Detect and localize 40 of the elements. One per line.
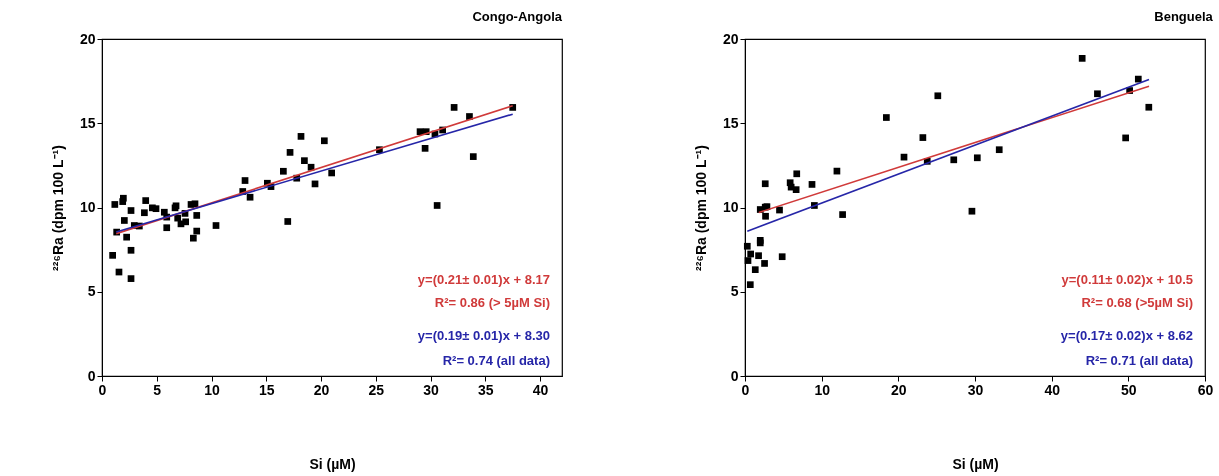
y-tick-label: 0 [87,367,96,384]
x-tick-label: 20 [891,381,907,398]
y-tick-label: 5 [87,283,96,300]
x-tick-label: 35 [478,381,494,398]
annotation: y=(0.17± 0.02)x + 8.62 [1060,328,1193,343]
x-tick-label: 5 [153,381,162,398]
x-tick-label: 40 [1044,381,1061,398]
x-tick-label: 0 [741,381,750,398]
annotation: R²= 0.86 (> 5µM Si) [434,295,550,310]
x-tick-label: 50 [1121,381,1137,398]
y-tick-label: 15 [79,114,96,131]
x-tick-label: 60 [1197,381,1214,398]
x-tick-label: 10 [204,381,221,398]
chart-title: Benguela [1154,9,1214,24]
y-tick-label: 10 [79,199,96,215]
x-tick-label: 40 [532,381,549,398]
annotation: y=(0.21± 0.01)x + 8.17 [417,272,550,287]
y-tick-label: 20 [79,30,96,47]
y-tick-label: 0 [730,367,739,384]
y-tick-label: 10 [722,199,739,215]
y-axis-title: ²²⁶Ra (dpm 100 L⁻¹) [692,145,709,271]
y-tick-label: 20 [722,30,739,47]
annotation: y=(0.19± 0.01)x + 8.30 [417,328,550,343]
x-axis-title: Si (µM) [309,455,356,472]
x-tick-label: 30 [967,381,984,398]
x-tick-label: 15 [259,381,275,398]
y-tick-label: 15 [722,114,739,131]
x-tick-label: 30 [423,381,440,398]
x-tick-label: 20 [313,381,330,398]
chart-title: Congo-Angola [472,9,563,24]
y-tick-label: 5 [730,283,739,300]
x-tick-label: 10 [814,381,831,398]
y-axis-title: ²²⁶Ra (dpm 100 L⁻¹) [49,145,66,271]
x-tick-label: 0 [98,381,107,398]
annotation: R²= 0.68 (>5µM Si) [1081,295,1193,310]
annotation: R²= 0.74 (all data) [442,353,550,368]
annotation: y=(0.11± 0.02)x + 10.5 [1061,272,1193,287]
annotation: R²= 0.71 (all data) [1085,353,1193,368]
x-tick-label: 25 [368,381,385,398]
x-axis-title: Si (µM) [952,455,999,472]
